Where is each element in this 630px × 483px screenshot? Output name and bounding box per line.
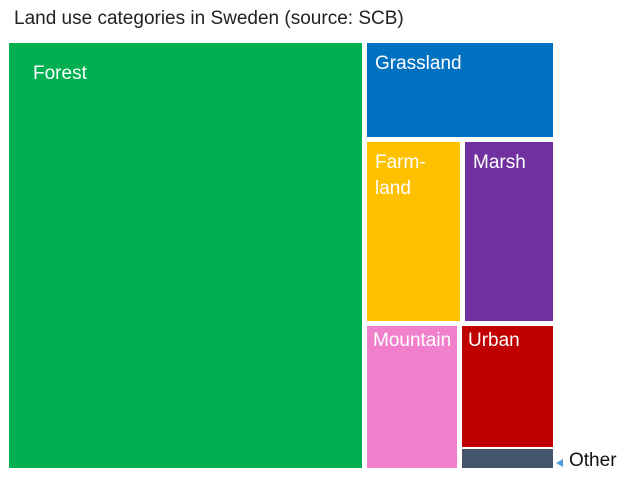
other-callout-label: Other <box>569 450 617 471</box>
tile-label-farmland: Farm- land <box>375 152 426 199</box>
tile-farmland: Farm- land <box>367 142 460 321</box>
tile-mountain: Mountain <box>367 326 457 468</box>
tile-other <box>462 449 553 468</box>
tile-marsh: Marsh <box>465 142 553 321</box>
tile-grassland: Grassland <box>367 43 553 137</box>
other-callout-arrow-icon <box>556 459 563 467</box>
tile-label-forest: Forest <box>33 63 87 84</box>
chart-title: Land use categories in Sweden (source: S… <box>14 8 404 29</box>
tile-forest: Forest <box>9 43 362 468</box>
tile-label-marsh: Marsh <box>473 152 526 173</box>
tile-urban: Urban <box>462 326 553 447</box>
tile-label-urban: Urban <box>468 330 520 351</box>
tile-label-grassland: Grassland <box>375 53 462 74</box>
tile-label-mountain: Mountain <box>373 330 452 351</box>
